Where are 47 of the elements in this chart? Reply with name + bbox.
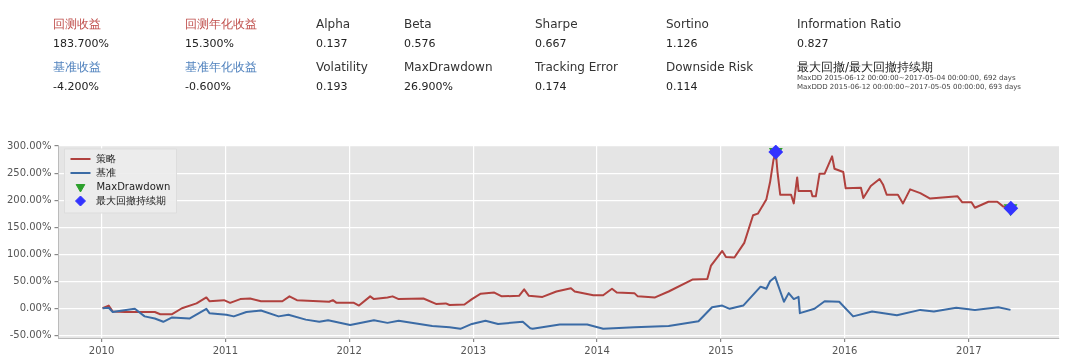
text: 1.126	[666, 37, 699, 51]
text: 0.174	[535, 80, 568, 94]
y-tick-label: 150.00%	[6, 220, 52, 232]
x-tick-label: 2010	[88, 344, 115, 356]
text: -4.200%	[53, 80, 100, 94]
text: 回测收益	[53, 17, 102, 31]
text: Information Ratio	[797, 17, 902, 31]
y-tick-label: -50.00%	[9, 328, 52, 340]
text: 0.193	[316, 80, 349, 94]
x-tick-label: 2013	[460, 344, 487, 356]
text: Beta	[404, 17, 433, 31]
text: MaxDrawdown	[404, 60, 493, 74]
text: 基准收益	[53, 60, 101, 74]
x-tick-label: 2012	[336, 344, 362, 356]
y-tick-label: 50.00%	[13, 274, 52, 286]
legend-label: 策略	[96, 152, 117, 164]
x-tick-label: 2017	[956, 344, 982, 356]
x-tick-label: 2016	[831, 344, 858, 356]
text: 183.700%	[53, 37, 109, 51]
text: Sharpe	[535, 17, 578, 31]
y-tick-label: 0.00%	[19, 301, 52, 313]
x-tick-label: 2015	[708, 344, 734, 356]
legend-label: MaxDrawdown	[96, 180, 171, 192]
text: Tracking Error	[535, 60, 619, 74]
y-tick-label: 100.00%	[6, 247, 52, 259]
legend-label: 最大回撤持续期	[96, 194, 167, 206]
y-tick-label: 250.00%	[6, 166, 52, 178]
text: Alpha	[316, 17, 351, 31]
legend-label: 基准	[96, 166, 117, 178]
x-tick-label: 2014	[584, 344, 610, 356]
text: 回测年化收益	[185, 17, 257, 31]
text: 0.827	[797, 37, 830, 51]
text: 基准年化收益	[185, 60, 257, 74]
text: 15.300%	[185, 37, 235, 51]
y-tick-label: 200.00%	[6, 193, 52, 205]
text: 26.900%	[404, 80, 454, 94]
text: -0.600%	[185, 80, 232, 94]
text: Sortino	[666, 17, 709, 31]
x-tick-label: 2011	[212, 344, 239, 356]
text: Downside Risk	[666, 60, 754, 74]
text: 0.137	[316, 37, 349, 51]
text: 0.667	[535, 37, 568, 51]
text: 最大回撤/最大回撤持续期	[797, 60, 935, 74]
text: 0.114	[666, 80, 699, 94]
text: 0.576	[404, 37, 436, 51]
y-tick-label: 300.00%	[6, 139, 52, 151]
text: Volatility	[316, 60, 368, 74]
